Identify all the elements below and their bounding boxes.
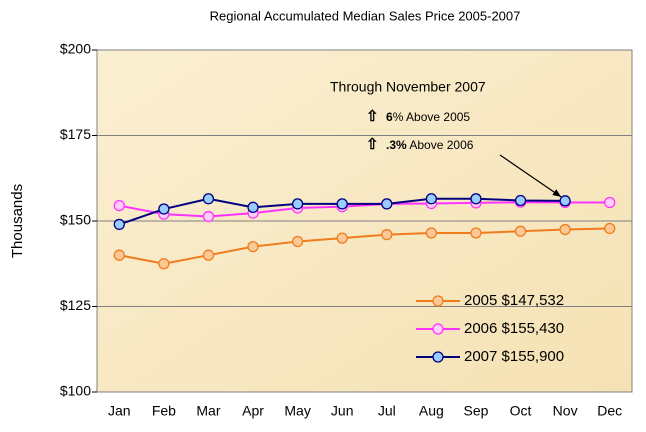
point (336, 232, 348, 244)
x-tick-label: Jan (108, 403, 131, 419)
annotation: 6% Above 2005 (386, 110, 470, 124)
up-arrow-icon: ⇧ (366, 108, 379, 125)
annotation: .3% Above 2006 (386, 138, 474, 152)
point (158, 258, 170, 270)
point (113, 249, 125, 261)
legend: 2005 $147,532 2006 $155,430 2007 $155,900 (416, 292, 564, 365)
point (425, 227, 438, 239)
point (113, 199, 125, 212)
annotation-title: Through November 2007 (330, 79, 486, 95)
x-tick-label: Sep (463, 403, 488, 419)
up-arrow-icon: ⇧ (366, 136, 379, 153)
point (291, 235, 304, 248)
pointer-arrow-head (552, 189, 562, 197)
point (470, 193, 482, 205)
point (336, 198, 348, 210)
point (202, 210, 215, 223)
point (559, 223, 571, 236)
point (604, 222, 616, 235)
chart-title: Regional Accumulated Median Sales Price … (210, 8, 521, 23)
x-tick-label: Mar (196, 403, 220, 419)
x-tick-label: May (284, 403, 310, 419)
point (291, 198, 304, 210)
x-tick-label: Jul (378, 403, 396, 419)
point (514, 225, 527, 237)
x-tick-label: Dec (597, 403, 622, 419)
pointer-arrow (499, 154, 562, 198)
point (247, 201, 259, 213)
point (381, 198, 393, 210)
x-tick-label: Jun (331, 403, 354, 419)
point (202, 193, 215, 205)
point (202, 249, 215, 261)
point (381, 229, 393, 241)
legend-label: 2006 $155,430 (464, 320, 564, 337)
x-tick-label: Apr (242, 403, 264, 419)
point (247, 240, 259, 253)
y-tick-label: $125 (60, 297, 91, 313)
legend-label: 2005 $147,532 (464, 292, 564, 309)
point (113, 218, 125, 231)
annotation-bold: 6 (386, 110, 393, 124)
point (514, 194, 527, 207)
y-axis-label: Thousands (9, 184, 26, 258)
x-tick-label: Aug (419, 403, 444, 419)
legend-marker (432, 351, 444, 363)
series-line (119, 201, 610, 218)
y-tick-label: $100 (60, 383, 91, 399)
annotation-text: Above 2006 (407, 138, 474, 152)
point (158, 203, 170, 215)
legend-marker (432, 323, 444, 335)
point (604, 196, 616, 209)
x-tick-label: Feb (152, 403, 176, 419)
point (425, 193, 438, 205)
x-tick-label: Oct (510, 403, 532, 419)
series-line (119, 227, 610, 265)
point (470, 227, 482, 239)
annotation-text: % Above 2005 (393, 110, 471, 124)
legend-marker (432, 295, 444, 307)
y-tick-label: $150 (60, 212, 91, 228)
y-tick-label: $200 (60, 41, 91, 57)
annotation-bold: .3% (386, 138, 407, 152)
y-tick-label: $175 (60, 126, 91, 142)
legend-label: 2007 $155,900 (464, 348, 564, 365)
x-tick-label: Nov (553, 403, 578, 419)
point (559, 195, 571, 207)
